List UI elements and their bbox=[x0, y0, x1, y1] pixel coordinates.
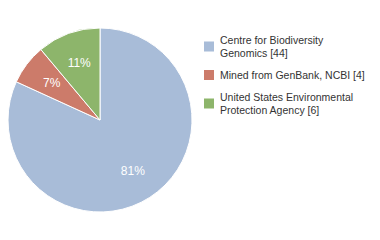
pie bbox=[8, 28, 192, 212]
pie-slice bbox=[41, 28, 100, 120]
chart: 81% 7% 11% Centre for BiodiversityGenomics … bbox=[0, 0, 380, 240]
pie-slice bbox=[8, 28, 192, 212]
data-label: 11% bbox=[68, 56, 91, 70]
legend-label: Centre for BiodiversityGenomics [44] bbox=[220, 34, 324, 59]
data-labels: 81% 7% 11% bbox=[43, 56, 145, 178]
data-label: 7% bbox=[43, 76, 61, 90]
legend-swatch bbox=[204, 99, 214, 109]
legend-label: Mined from GenBank, NCBI [4] bbox=[220, 69, 365, 81]
legend-swatch bbox=[204, 70, 214, 80]
data-label: 81% bbox=[121, 164, 145, 178]
legend-label: United States EnvironmentalProtection Ag… bbox=[220, 91, 353, 116]
legend: Centre for BiodiversityGenomics [44] Mine… bbox=[204, 34, 365, 116]
legend-swatch bbox=[204, 42, 214, 52]
